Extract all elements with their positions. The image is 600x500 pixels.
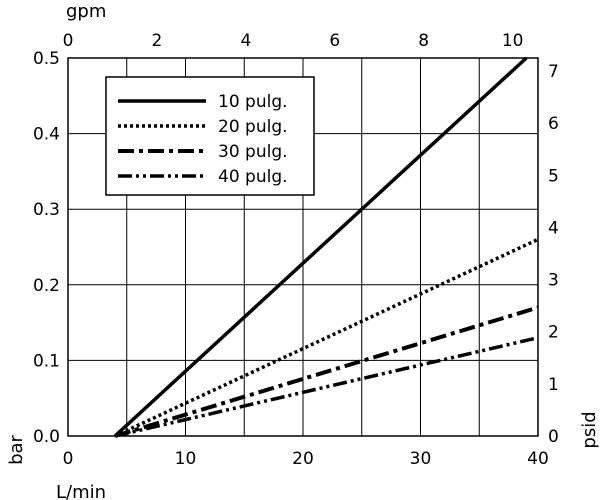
y-left-tick-label: 0.4 [33,125,60,145]
y-right-tick-label: 5 [548,166,559,186]
legend-box [105,76,315,196]
y-right-tick-label: 7 [548,62,559,82]
plot-frame [67,57,539,437]
x-top-tick-label: 4 [240,31,251,51]
x-top-tick-label: 0 [63,31,74,51]
x-bottom-tick-label: 20 [292,449,314,469]
x-top-tick-label: 10 [502,31,524,51]
legend-label: 10 pulg. [218,92,288,112]
y-right-tick-label: 0 [548,427,559,447]
legend-label: 30 pulg. [218,142,288,162]
y-axis-right-title: psid [579,411,600,448]
tick-labels: 0 10 20 30 400 2 4 6 8 100.00.10.20.30.40.5012345… [33,31,559,469]
legend-label: 20 pulg. [218,117,288,137]
legend: 10 pulg. 20 pulg. 30 pulg. 40 pulg. [105,76,315,196]
x-top-tick-label: 8 [418,31,429,51]
y-right-tick-label: 3 [548,271,559,291]
series-line-4 [114,335,539,438]
y-axis-left-title: bar [6,434,27,464]
y-left-tick-label: 0.3 [33,200,60,220]
y-right-tick-label: 4 [548,218,559,238]
x-bottom-tick-label: 0 [63,449,74,469]
y-left-tick-label: 0.0 [33,427,60,447]
series-lines [113,56,539,438]
y-left-tick-label: 0.2 [33,276,60,296]
y-left-tick-label: 0.1 [33,351,60,371]
x-bottom-tick-label: 40 [527,449,549,469]
series-line-3 [114,305,539,438]
y-left-tick-label: 0.5 [33,49,60,69]
x-top-tick-label: 2 [152,31,163,51]
y-right-tick-label: 2 [548,323,559,343]
x-bottom-tick-label: 30 [410,449,432,469]
y-right-tick-label: 6 [548,114,559,134]
series-line-2 [114,237,539,438]
legend-label: 40 pulg. [218,167,288,187]
y-right-tick-label: 1 [548,375,559,395]
x-bottom-tick-label: 10 [175,449,197,469]
x-axis-top-title: gpm [66,1,106,22]
series-line-1 [113,56,528,438]
x-axis-bottom-title: L/min [56,482,106,500]
x-top-tick-label: 6 [329,31,340,51]
